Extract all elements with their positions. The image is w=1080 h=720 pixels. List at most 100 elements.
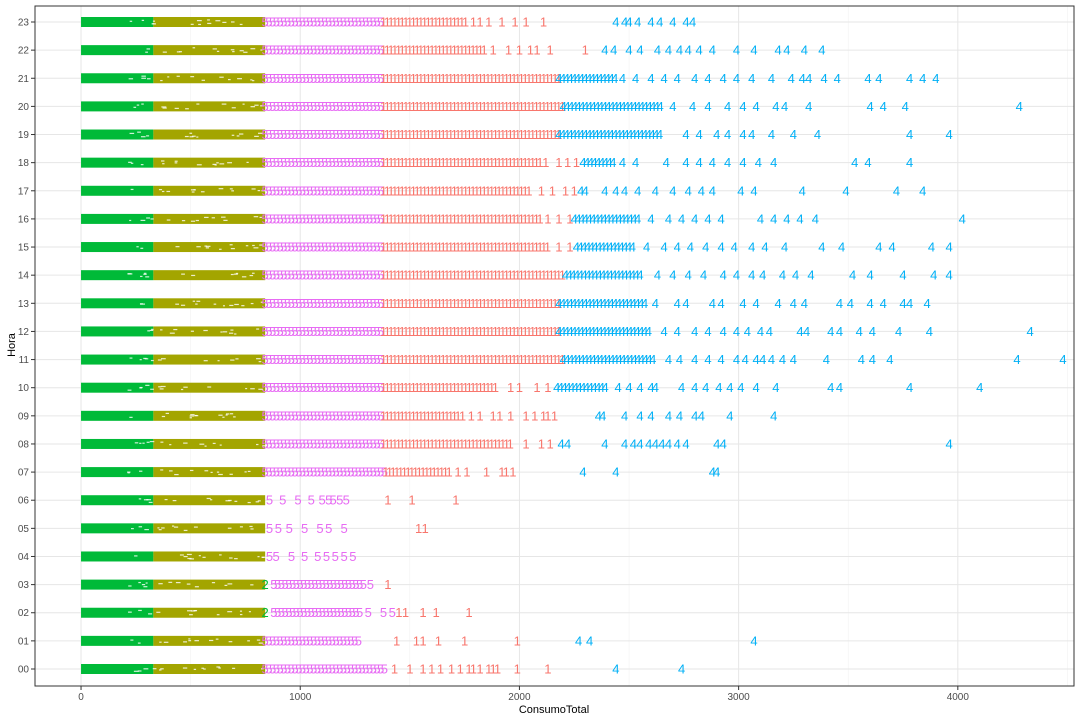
point-label-5: 5 [370, 324, 377, 339]
point-label-1: 1 [432, 71, 439, 86]
point-label-5: 5 [351, 268, 358, 283]
point-label-1: 1 [408, 465, 415, 480]
band-speckle [149, 329, 154, 332]
y-tick-label: 14 [18, 271, 30, 282]
point-label-5: 5 [340, 99, 347, 114]
point-label-1: 1 [473, 183, 480, 198]
point-label-1: 1 [395, 268, 402, 283]
point-label-1: 1 [391, 268, 398, 283]
point-label-1: 1 [402, 436, 409, 451]
point-label-1: 1 [425, 296, 432, 311]
row-hour-23: 5555555555555555555555555555555511111111… [81, 15, 696, 30]
band-speckle [160, 469, 164, 471]
point-label-1: 1 [454, 296, 461, 311]
point-label-5: 5 [299, 15, 306, 30]
point-label-1: 1 [518, 211, 525, 226]
band-speckle [222, 416, 225, 418]
point-label-1: 1 [533, 43, 540, 58]
band-cluster-2 [81, 45, 154, 56]
point-label-1: 1 [384, 408, 391, 423]
point-label-1: 1 [443, 408, 450, 423]
band-speckle [192, 47, 196, 49]
point-label-1: 1 [488, 380, 495, 395]
point-label-4: 4 [669, 99, 676, 114]
point-label-4: 4 [827, 380, 834, 395]
point-label-5: 5 [321, 15, 328, 30]
point-label-1: 1 [393, 465, 400, 480]
point-label-5: 5 [358, 436, 365, 451]
point-label-1: 1 [432, 211, 439, 226]
point-label-5: 5 [347, 43, 354, 58]
band-speckle [256, 358, 261, 360]
point-label-1: 1 [555, 240, 562, 255]
point-label-5: 5 [389, 605, 396, 620]
point-label-5: 5 [362, 183, 369, 198]
point-label-1: 1 [505, 43, 512, 58]
point-label-5: 5 [310, 183, 317, 198]
point-label-4: 4 [612, 183, 619, 198]
point-label-4: 4 [630, 296, 637, 311]
point-label-5: 5 [340, 408, 347, 423]
point-label-1: 1 [428, 268, 435, 283]
band-speckle [204, 216, 209, 219]
point-label-4: 4 [945, 127, 952, 142]
point-label-5: 5 [262, 268, 269, 283]
point-label-4: 4 [638, 99, 645, 114]
point-label-1: 1 [436, 268, 443, 283]
band-speckle [239, 23, 243, 26]
point-label-4: 4 [641, 324, 648, 339]
point-label-5: 5 [295, 211, 302, 226]
point-label-5: 5 [314, 465, 321, 480]
point-label-1: 1 [466, 380, 473, 395]
point-label-5: 5 [366, 324, 373, 339]
point-label-5: 5 [381, 465, 388, 480]
point-label-5: 5 [273, 324, 280, 339]
point-label-5: 5 [285, 605, 292, 620]
band-speckle [212, 163, 217, 166]
band-cluster-3 [153, 101, 266, 112]
point-label-1: 1 [514, 268, 521, 283]
point-label-4: 4 [616, 99, 623, 114]
point-label-4: 4 [759, 352, 766, 367]
point-label-1: 1 [384, 493, 391, 508]
point-label-4: 4 [739, 155, 746, 170]
point-label-1: 1 [387, 380, 394, 395]
point-label-4: 4 [623, 99, 630, 114]
band-speckle [146, 499, 152, 501]
point-label-5: 5 [301, 549, 308, 564]
point-label-5: 5 [377, 99, 384, 114]
point-label-5: 5 [366, 408, 373, 423]
point-label-5: 5 [317, 43, 324, 58]
band-cluster-2 [81, 664, 154, 674]
point-label-1: 1 [425, 408, 432, 423]
band-speckle [162, 51, 167, 53]
point-label-1: 1 [544, 662, 551, 677]
point-label-1: 1 [544, 211, 551, 226]
point-label-4: 4 [614, 380, 621, 395]
point-label-4: 4 [685, 268, 692, 283]
point-label-5: 5 [332, 155, 339, 170]
point-label-1: 1 [473, 324, 480, 339]
point-label-4: 4 [652, 436, 659, 451]
point-label-4: 4 [604, 99, 611, 114]
band-speckle [180, 388, 184, 391]
point-label-1: 1 [440, 127, 447, 142]
point-label-4: 4 [724, 99, 731, 114]
point-label-1: 1 [481, 296, 488, 311]
point-label-1: 1 [454, 155, 461, 170]
point-label-1: 1 [454, 408, 461, 423]
point-label-4: 4 [615, 296, 622, 311]
point-label-5: 5 [336, 43, 343, 58]
point-label-4: 4 [557, 380, 564, 395]
point-label-1: 1 [548, 352, 555, 367]
point-label-5: 5 [295, 380, 302, 395]
point-label-1: 1 [399, 183, 406, 198]
point-label-5: 5 [336, 268, 343, 283]
band-speckle [260, 49, 263, 51]
point-label-1: 1 [419, 605, 426, 620]
point-label-4: 4 [709, 296, 716, 311]
point-label-5: 5 [377, 43, 384, 58]
point-label-4: 4 [597, 99, 604, 114]
point-label-5: 5 [288, 183, 295, 198]
band-speckle [227, 583, 233, 585]
